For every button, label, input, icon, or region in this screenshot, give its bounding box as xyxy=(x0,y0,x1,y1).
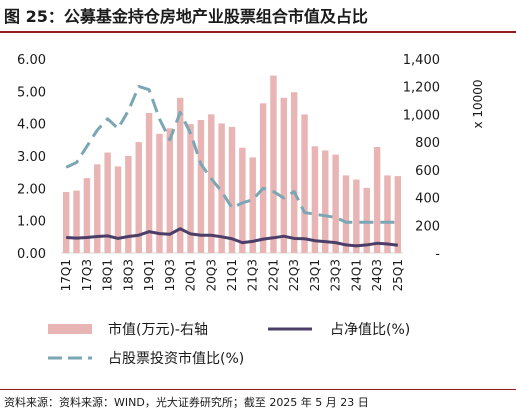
bar-market-value xyxy=(125,156,132,253)
x-axis-tick: 24Q3 xyxy=(370,259,384,291)
bar-market-value xyxy=(187,124,194,253)
bar-market-value xyxy=(135,142,142,253)
x-axis-tick: 18Q1 xyxy=(101,259,115,291)
line-stock-ratio xyxy=(65,84,398,224)
x-axis-tick: 20Q3 xyxy=(204,259,218,291)
x-axis-tick: 19Q3 xyxy=(163,259,177,291)
bar-market-value xyxy=(353,179,360,253)
x-axis-tick: 24Q1 xyxy=(349,259,363,291)
bar-market-value xyxy=(156,133,163,253)
bar-market-value xyxy=(104,152,111,253)
right-axis-tick: - xyxy=(435,247,440,262)
left-axis-tick: 3.00 xyxy=(17,150,46,165)
source-note: 资料来源：资料来源：WIND，光大证券研究所；截至 2025 年 5 月 23 … xyxy=(4,396,369,409)
bar-market-value xyxy=(83,178,91,253)
bar-market-value xyxy=(363,187,370,253)
bar-market-value xyxy=(249,157,256,253)
legend: 市值(万元)-右轴 占净值比(%) 占股票投资市值比(%) xyxy=(48,321,410,367)
x-axis-tick: 22Q1 xyxy=(266,259,280,291)
legend-label-bar: 市值(万元)-右轴 xyxy=(108,321,208,338)
source-divider xyxy=(0,389,516,390)
x-axis-tick: 18Q3 xyxy=(121,259,135,291)
bar-market-value xyxy=(62,192,70,253)
right-axis-unit: x 10000 xyxy=(471,79,485,128)
line-nav-ratio xyxy=(66,227,399,248)
legend-label-line: 占净值比(%) xyxy=(330,322,410,338)
legend-label-dash: 占股票投资市值比(%) xyxy=(108,350,244,367)
bar-market-value xyxy=(218,123,225,253)
bar-market-value xyxy=(301,114,308,254)
bar-market-value xyxy=(114,166,122,253)
right-axis-tick: 200 xyxy=(415,219,440,234)
chart-title: 图 25：公募基金持仓房地产业股票组合市值及占比 xyxy=(4,7,368,26)
right-axis-tick: 400 xyxy=(415,192,440,207)
bar-market-value xyxy=(208,114,215,254)
chart: 0.00 1.00 2.00 3.00 4.00 5.00 6.00 - 200 400 600 8… xyxy=(17,53,485,367)
bar-market-value xyxy=(176,97,184,253)
x-axis-tick: 17Q1 xyxy=(59,259,73,291)
left-axis-tick: 1.00 xyxy=(17,215,46,230)
x-axis-tick: 25Q1 xyxy=(391,259,405,291)
bar-market-value xyxy=(290,92,298,253)
bar-market-value xyxy=(197,119,205,253)
bar-market-value xyxy=(373,146,381,253)
bar-market-value xyxy=(332,154,339,253)
left-axis-tick: 5.00 xyxy=(17,85,46,100)
x-axis-tick: 22Q3 xyxy=(287,259,301,291)
right-axis-tick: 1,400 xyxy=(403,53,440,68)
right-axis-tick: 1,000 xyxy=(403,108,440,123)
bar-market-value xyxy=(384,175,391,253)
x-axis-tick: 21Q1 xyxy=(225,259,239,291)
right-axis-tick: 800 xyxy=(415,136,440,151)
x-axis-tick: 21Q3 xyxy=(246,259,260,291)
bar-market-value xyxy=(145,113,153,253)
bar-market-value xyxy=(166,128,174,253)
bar-market-value xyxy=(311,146,319,253)
bar-market-value xyxy=(228,126,236,253)
left-axis-tick: 4.00 xyxy=(17,118,46,133)
title-divider xyxy=(0,31,516,33)
x-axis-tick: 20Q1 xyxy=(184,259,198,291)
bar-market-value xyxy=(342,175,350,253)
left-axis-tick: 2.00 xyxy=(17,182,46,197)
bar-market-value xyxy=(270,75,277,253)
bar-market-value xyxy=(94,164,101,253)
x-axis-tick: 19Q1 xyxy=(142,259,156,291)
left-axis-tick: 6.00 xyxy=(17,53,46,68)
x-axis-tick: 23Q3 xyxy=(329,259,343,291)
bar-market-value xyxy=(259,103,267,253)
x-axis-tick: 23Q1 xyxy=(308,259,322,291)
right-axis-tick: 1,200 xyxy=(403,81,440,96)
legend-swatch-bar xyxy=(48,324,92,334)
x-axis-tick: 17Q3 xyxy=(80,259,94,291)
left-axis-tick: 0.00 xyxy=(17,247,46,262)
bar-market-value xyxy=(73,190,80,253)
bar-market-value xyxy=(322,150,329,253)
bar-market-value xyxy=(239,147,246,253)
bar-market-value xyxy=(394,176,402,253)
bar-market-value xyxy=(280,97,288,253)
right-axis-tick: 600 xyxy=(415,164,440,179)
